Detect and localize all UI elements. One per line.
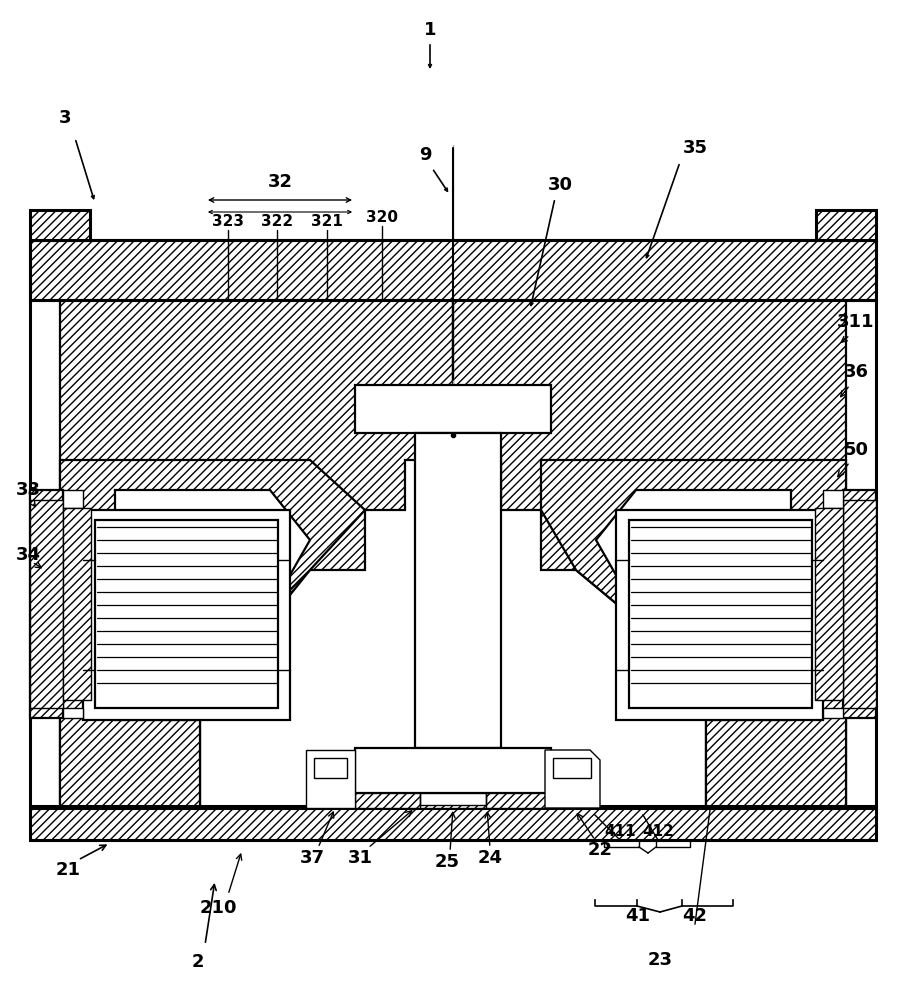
Polygon shape [30,240,876,300]
Text: 42: 42 [682,907,708,925]
Text: 321: 321 [311,215,343,230]
Polygon shape [30,500,63,708]
Polygon shape [30,490,63,718]
Text: 36: 36 [843,363,869,381]
Text: 33: 33 [15,481,41,499]
Polygon shape [815,508,843,700]
Polygon shape [843,490,876,718]
Polygon shape [553,758,591,778]
Polygon shape [115,490,310,720]
Polygon shape [629,520,812,708]
Text: 2: 2 [192,953,204,971]
Polygon shape [83,510,290,720]
Polygon shape [355,748,551,793]
Polygon shape [30,808,876,840]
Polygon shape [63,490,83,508]
Polygon shape [63,708,83,718]
Text: 22: 22 [587,841,612,859]
Text: 412: 412 [642,824,674,840]
Text: 25: 25 [435,853,459,871]
Text: 41: 41 [625,907,651,925]
Text: 34: 34 [15,546,41,564]
Text: 320: 320 [366,211,398,226]
Polygon shape [60,300,453,808]
Polygon shape [545,750,600,808]
Text: 210: 210 [199,899,236,917]
Text: 21: 21 [55,861,81,879]
Text: 3: 3 [59,109,72,127]
Text: 37: 37 [300,849,324,867]
Polygon shape [398,793,508,803]
Polygon shape [355,385,551,433]
Text: 23: 23 [648,951,672,969]
Polygon shape [63,508,91,700]
Polygon shape [420,793,486,805]
Polygon shape [823,708,843,718]
Polygon shape [816,210,876,240]
Text: 31: 31 [348,849,372,867]
Text: 1: 1 [424,21,437,39]
Polygon shape [453,300,846,808]
Polygon shape [596,490,791,720]
Text: 411: 411 [604,824,636,840]
Polygon shape [415,433,501,748]
Text: 30: 30 [547,176,573,194]
Polygon shape [823,490,843,508]
Polygon shape [314,758,347,778]
Polygon shape [306,750,355,808]
Text: 35: 35 [682,139,708,157]
Polygon shape [60,460,365,808]
Text: 50: 50 [843,441,869,459]
Polygon shape [616,510,823,720]
Polygon shape [843,500,876,708]
Polygon shape [385,793,521,808]
Text: 323: 323 [212,215,244,230]
Polygon shape [355,793,551,808]
Polygon shape [541,460,846,808]
Polygon shape [95,520,278,708]
Text: 24: 24 [477,849,503,867]
Polygon shape [30,210,90,240]
Text: 9: 9 [419,146,431,164]
Text: 32: 32 [267,173,293,191]
Text: 311: 311 [837,313,875,331]
Text: 322: 322 [261,215,293,230]
